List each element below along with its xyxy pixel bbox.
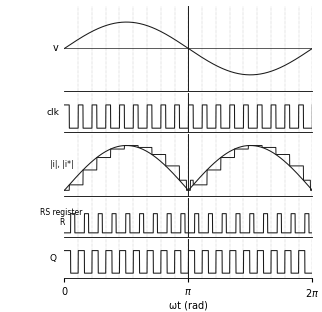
Y-axis label: |i|, |i*|: |i|, |i*| <box>50 160 73 169</box>
Y-axis label: Q: Q <box>50 254 57 263</box>
Y-axis label: clk: clk <box>47 108 60 117</box>
X-axis label: ωt (rad): ωt (rad) <box>169 300 208 310</box>
Y-axis label: v: v <box>53 43 59 53</box>
Y-axis label: RS register
R: RS register R <box>41 208 83 227</box>
